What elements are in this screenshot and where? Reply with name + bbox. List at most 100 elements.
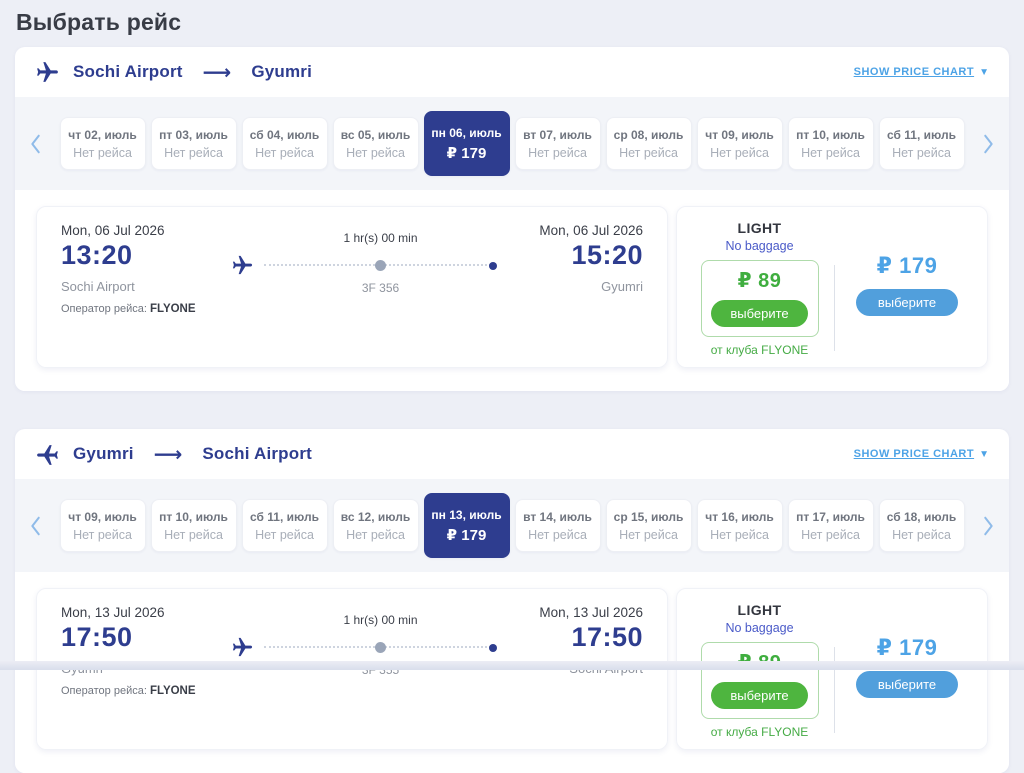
footer-edge <box>0 661 1024 670</box>
plane-icon <box>231 254 254 277</box>
date-availability: Нет рейса <box>346 528 405 542</box>
outbound-route-header: Sochi Airport ⟶ Gyumri SHOW PRICE CHART … <box>15 47 1009 97</box>
date-label: вс 05, июль <box>340 128 411 142</box>
stop-dot-icon <box>374 260 386 271</box>
select-club-fare-button[interactable]: выберите <box>711 682 808 709</box>
route-origin: Gyumri <box>73 444 134 463</box>
date-availability: Нет рейса <box>528 528 587 542</box>
chevron-down-icon: ▼ <box>979 66 989 78</box>
fare-baggage: No baggage <box>725 621 794 635</box>
carousel-prev-button[interactable] <box>23 511 49 541</box>
select-regular-fare-button[interactable]: выберите <box>855 289 959 316</box>
plane-icon <box>231 636 254 659</box>
date-label: пт 17, июль <box>796 510 865 524</box>
date-carousel: чт 09, июль Нет рейса пт 10, июль Нет рейс… <box>15 479 1009 572</box>
date-card[interactable]: чт 09, июль Нет рейса <box>696 117 783 170</box>
date-card[interactable]: вс 12, июль Нет рейса <box>332 499 419 552</box>
date-availability: Нет рейса <box>801 146 860 160</box>
flight-path-line: 1 hr(s) 00 min 3F 355 <box>264 613 497 677</box>
route-arrow-icon: ⟶ <box>202 61 232 84</box>
date-availability: Нет рейса <box>255 528 314 542</box>
date-label: сб 11, июль <box>250 510 319 524</box>
show-price-chart-link[interactable]: SHOW PRICE CHART ▼ <box>854 448 989 460</box>
date-label: пт 03, июль <box>159 128 228 142</box>
club-fare-column: LIGHT No baggage ₽ 89 выберите от клуба … <box>687 220 832 357</box>
fare-name: LIGHT <box>737 602 782 618</box>
date-availability: Нет рейса <box>892 528 951 542</box>
date-card[interactable]: вс 05, июль Нет рейса <box>332 117 419 170</box>
date-availability: Нет рейса <box>73 528 132 542</box>
regular-price: ₽ 179 <box>876 253 938 278</box>
date-availability: Нет рейса <box>892 146 951 160</box>
carousel-prev-button[interactable] <box>23 129 49 159</box>
show-price-chart-link[interactable]: SHOW PRICE CHART ▼ <box>854 66 989 78</box>
stop-dot-icon <box>374 642 386 653</box>
regular-price: ₽ 179 <box>876 635 938 660</box>
route-arrow-icon: ⟶ <box>153 443 183 466</box>
date-card[interactable]: чт 09, июль Нет рейса <box>59 499 146 552</box>
departure-time: 13:20 <box>61 240 133 270</box>
fare-name: LIGHT <box>737 220 782 236</box>
date-card[interactable]: чт 02, июль Нет рейса <box>59 117 146 170</box>
date-card[interactable]: чт 16, июль Нет рейса <box>696 499 783 552</box>
flight-results: Mon, 06 Jul 2026 13:20 Sochi Airport Опе… <box>15 190 1009 391</box>
date-label: чт 16, июль <box>705 510 774 524</box>
date-card[interactable]: ср 15, июль Нет рейса <box>605 499 692 552</box>
fare-card: LIGHT No baggage ₽ 89 выберите от клуба … <box>676 206 988 368</box>
flight-path-line: 1 hr(s) 00 min 3F 356 <box>264 231 497 295</box>
fare-divider <box>834 647 835 733</box>
select-regular-fare-button[interactable]: выберите <box>855 671 959 698</box>
date-card[interactable]: пт 17, июль Нет рейса <box>787 499 874 552</box>
date-card[interactable]: сб 18, июль Нет рейса <box>878 499 965 552</box>
date-card[interactable]: сб 11, июль Нет рейса <box>241 499 328 552</box>
regular-fare-column: ₽ 179 выберите <box>837 220 977 357</box>
club-price-box: ₽ 89 выберите <box>700 642 819 719</box>
date-label: пн 06, июль <box>431 126 502 140</box>
date-card[interactable]: вт 07, июль Нет рейса <box>514 117 601 170</box>
date-label: чт 09, июль <box>705 128 774 142</box>
carousel-next-button[interactable] <box>975 129 1001 159</box>
club-price: ₽ 89 <box>737 270 782 292</box>
date-card[interactable]: пт 10, июль Нет рейса <box>150 499 237 552</box>
flight-path: 1 hr(s) 00 min 3F 356 <box>219 223 503 349</box>
date-availability: Нет рейса <box>801 528 860 542</box>
route-origin: Sochi Airport <box>73 62 183 81</box>
arrival-airport: Gyumri <box>601 279 643 295</box>
date-label: пт 10, июль <box>796 128 865 142</box>
carousel-next-button[interactable] <box>975 511 1001 541</box>
date-card-selected[interactable]: пн 06, июль ₽ 179 <box>423 111 510 176</box>
date-label: сб 04, июль <box>249 128 320 142</box>
date-price: ₽ 179 <box>446 145 487 162</box>
flight-results: Mon, 13 Jul 2026 17:50 Gyumri Оператор р… <box>15 572 1009 773</box>
club-note: от клуба FLYONE <box>710 725 809 739</box>
date-availability: Нет рейса <box>710 528 769 542</box>
date-card-selected[interactable]: пн 13, июль ₽ 179 <box>423 493 510 558</box>
departure-date: Mon, 13 Jul 2026 <box>61 605 165 620</box>
show-price-chart-label: SHOW PRICE CHART <box>853 66 975 78</box>
select-club-fare-button[interactable]: выберите <box>711 300 808 327</box>
date-availability: Нет рейса <box>528 146 587 160</box>
date-label: вт 14, июль <box>523 510 592 524</box>
date-price: ₽ 179 <box>446 527 487 544</box>
date-card[interactable]: пт 03, июль Нет рейса <box>150 117 237 170</box>
date-availability: Нет рейса <box>619 528 678 542</box>
club-fare-column: LIGHT No baggage ₽ 89 выберите от клуба … <box>687 602 832 739</box>
operator-info: Оператор рейса: FLYONE <box>61 303 196 316</box>
date-card[interactable]: сб 11, июль Нет рейса <box>878 117 965 170</box>
departure-date: Mon, 06 Jul 2026 <box>61 223 165 238</box>
date-availability: Нет рейса <box>710 146 769 160</box>
operator-info: Оператор рейса: FLYONE <box>61 685 196 698</box>
flight-card: Mon, 06 Jul 2026 13:20 Sochi Airport Опе… <box>36 206 668 368</box>
operator-name: FLYONE <box>149 303 196 316</box>
date-card[interactable]: пт 10, июль Нет рейса <box>787 117 874 170</box>
date-availability: Нет рейса <box>346 146 405 160</box>
date-card[interactable]: ср 08, июль Нет рейса <box>605 117 692 170</box>
date-availability: Нет рейса <box>619 146 678 160</box>
arrival-time: 15:20 <box>571 240 643 270</box>
date-card[interactable]: сб 04, июль Нет рейса <box>241 117 328 170</box>
date-card-list: чт 09, июль Нет рейса пт 10, июль Нет рейс… <box>49 493 975 558</box>
date-card[interactable]: вт 14, июль Нет рейса <box>514 499 601 552</box>
date-carousel: чт 02, июль Нет рейса пт 03, июль Нет рейс… <box>15 97 1009 190</box>
page-title: Выбрать рейс <box>16 9 182 35</box>
date-label: ср 15, июль <box>613 510 684 524</box>
